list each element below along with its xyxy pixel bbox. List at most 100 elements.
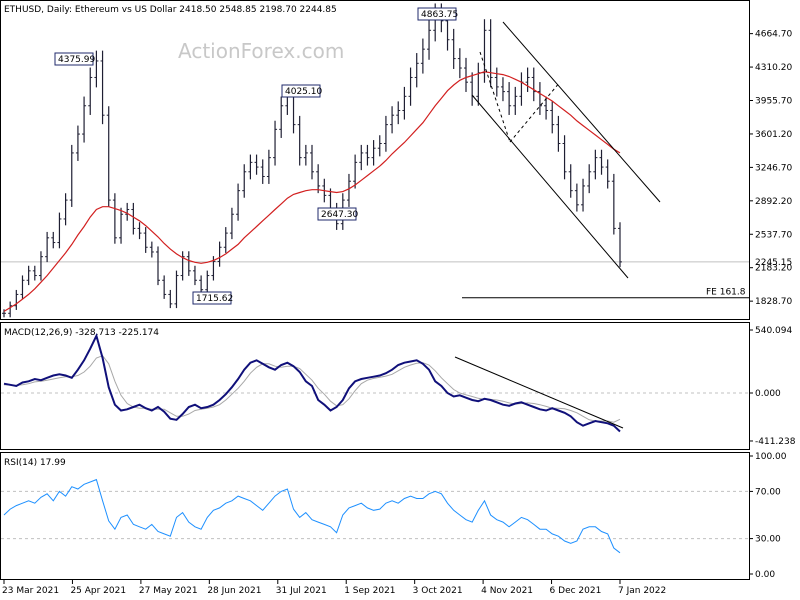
price-bar xyxy=(63,193,68,226)
price-bar xyxy=(593,149,598,180)
price-annotation: 4863.75 xyxy=(417,7,458,21)
price-bar xyxy=(168,289,173,309)
price-bar xyxy=(383,115,388,152)
rsi-tick-label: 0.00 xyxy=(755,570,775,580)
price-bar xyxy=(51,231,56,249)
price-bar xyxy=(476,62,481,106)
price-bar xyxy=(457,48,462,79)
price-bar xyxy=(556,115,561,152)
price-bar xyxy=(427,19,432,60)
price-bar xyxy=(408,67,413,106)
price-bar xyxy=(94,50,99,88)
x-tick-label: 27 May 2021 xyxy=(139,586,198,596)
rsi-tick-label: 30.00 xyxy=(755,535,781,545)
price-bar xyxy=(174,270,179,309)
macd-line xyxy=(3,332,621,433)
ma-line xyxy=(3,71,621,312)
downtrend-channel xyxy=(471,21,661,279)
price-bar xyxy=(420,38,425,74)
price-bar xyxy=(396,101,401,125)
price-bar xyxy=(310,144,314,180)
svg-text:1715.62: 1715.62 xyxy=(196,294,233,304)
price-tick-label: 3955.70 xyxy=(755,97,792,107)
channel-dashed-2 xyxy=(509,81,561,143)
price-bar xyxy=(236,183,241,221)
price-bar xyxy=(156,246,160,286)
macd-tick-label: -411.238 xyxy=(755,437,796,447)
price-bar xyxy=(2,309,6,318)
price-bar xyxy=(377,135,382,157)
price-annotation: 4375.99 xyxy=(54,52,95,66)
price-bar xyxy=(186,251,191,276)
price-bar xyxy=(562,135,567,180)
price-bar xyxy=(38,251,43,281)
macd-tick-label: 540.094 xyxy=(755,326,792,336)
price-bar xyxy=(605,159,610,189)
x-tick-label: 31 Jul 2021 xyxy=(276,586,327,596)
price-bar xyxy=(57,212,62,249)
price-bar xyxy=(131,202,136,235)
price-tick-label: 3601.20 xyxy=(755,130,792,140)
price-bar xyxy=(273,120,278,166)
price-bar xyxy=(137,222,142,240)
price-grid: FE 161.8 xyxy=(1,261,749,299)
price-annotations: 4375.99 4025.10 4863.75 2647.30 1715.62 xyxy=(54,7,458,305)
price-tick-label: 2183.20 xyxy=(755,264,792,274)
price-bars xyxy=(2,3,622,318)
watermark: ActionForex.com xyxy=(178,39,344,63)
price-bar xyxy=(248,154,253,180)
price-bar xyxy=(451,28,456,69)
price-bar xyxy=(550,101,555,134)
price-bar xyxy=(544,96,549,120)
price-bar xyxy=(618,222,622,268)
x-tick-label: 3 Oct 2021 xyxy=(413,586,463,596)
price-bar xyxy=(488,19,493,88)
macd-trendline xyxy=(454,356,624,429)
price-bar xyxy=(75,125,80,161)
price-bar xyxy=(162,275,167,299)
x-axis: 23 Mar 2021 25 Apr 2021 27 May 2021 28 Jun … xyxy=(2,580,666,596)
price-bar xyxy=(100,50,105,125)
x-tick-label: 23 Mar 2021 xyxy=(2,586,59,596)
price-bar xyxy=(8,301,13,318)
price-bar xyxy=(519,72,524,106)
chart-title: ETHUSD, Daily: Ethereum vs US Dollar 241… xyxy=(4,5,337,15)
price-bar xyxy=(260,159,265,184)
rsi-tick-label: 100.00 xyxy=(755,452,787,462)
channel-lower xyxy=(471,94,629,279)
price-bar xyxy=(297,115,302,166)
rsi-axis: 100.00 70.00 30.00 0.00 xyxy=(749,452,787,580)
price-tick-label: 2892.20 xyxy=(755,197,792,207)
price-bar xyxy=(119,207,124,244)
price-bar xyxy=(353,154,358,189)
svg-text:4375.99: 4375.99 xyxy=(58,55,95,65)
price-bar xyxy=(112,193,117,244)
svg-text:2647.30: 2647.30 xyxy=(321,210,358,220)
price-bar xyxy=(229,207,234,240)
price-bar xyxy=(192,265,197,286)
price-bar xyxy=(414,53,419,88)
price-bar xyxy=(199,275,204,295)
rsi-line xyxy=(3,478,621,554)
price-bar xyxy=(279,96,284,138)
price-bar xyxy=(371,140,376,166)
price-bar xyxy=(568,164,573,198)
rsi-title: RSI(14) 17.99 xyxy=(4,458,66,468)
price-bar xyxy=(494,67,499,97)
price-bar xyxy=(180,251,185,281)
price-bar xyxy=(574,183,579,212)
price-bar xyxy=(143,227,148,253)
price-bar xyxy=(346,173,351,207)
price-tick-label: 2537.70 xyxy=(755,230,792,240)
price-annotation: 1715.62 xyxy=(192,291,233,305)
rsi-panel-frame xyxy=(0,452,750,580)
price-bar xyxy=(581,178,586,212)
price-bar xyxy=(611,173,616,235)
price-bar xyxy=(26,265,31,286)
svg-text:4025.10: 4025.10 xyxy=(285,87,322,97)
price-bar xyxy=(464,57,468,92)
price-bar xyxy=(599,149,604,175)
price-bar xyxy=(242,164,247,198)
channel-upper xyxy=(502,21,661,203)
